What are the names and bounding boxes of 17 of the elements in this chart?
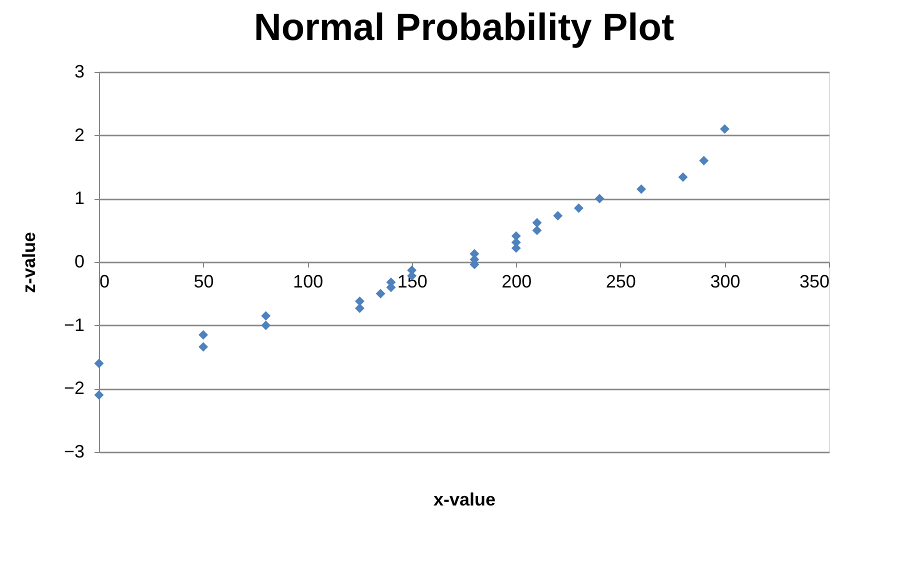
x-tick-label: 250 [606,272,636,292]
y-tick-label: 2 [74,124,84,145]
y-tick-label: −3 [64,442,84,462]
x-tick-label: 50 [194,272,214,292]
x-tick-label: 300 [710,272,740,292]
x-tick-label: 200 [502,272,532,292]
x-axis-title: x-value [433,490,496,510]
y-tick-label: 0 [74,252,84,272]
y-tick-label: −1 [64,314,84,335]
chart-title: Normal Probability Plot [254,7,674,49]
x-tick-label: 350 [799,272,830,292]
y-tick-label: 1 [74,188,84,208]
y-tick-label: −2 [64,378,84,398]
y-axis-title: z-value [18,232,39,294]
x-tick-label: 0 [100,272,110,292]
x-tick-label: 100 [293,272,324,292]
y-tick-label: 3 [74,62,84,82]
